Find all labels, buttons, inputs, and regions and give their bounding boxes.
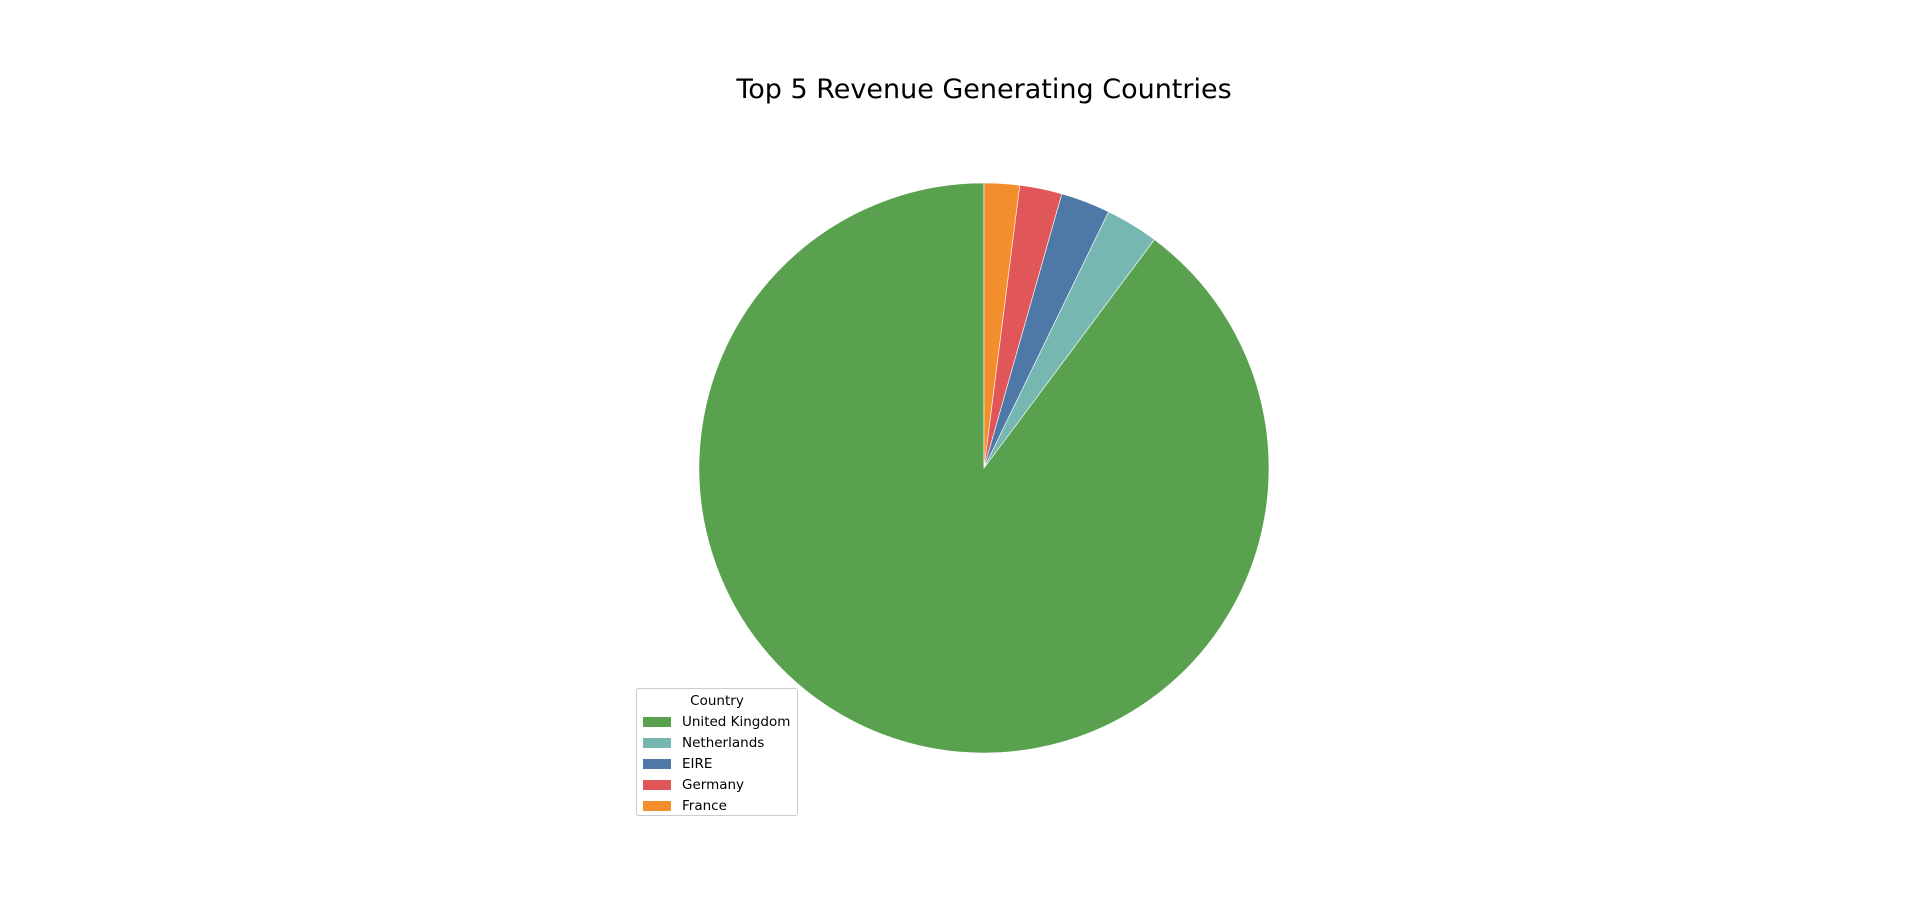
legend-swatch (643, 716, 671, 727)
legend-swatch (643, 758, 671, 769)
legend-label: EIRE (682, 755, 713, 772)
pie-slices (698, 182, 1270, 754)
legend-item: France (637, 795, 797, 816)
pie-slice-france (983, 182, 1021, 469)
chart-title: Top 5 Revenue Generating Countries (736, 74, 1232, 105)
legend-label: Netherlands (682, 734, 765, 751)
legend-label: United Kingdom (682, 713, 791, 730)
legend-swatch (643, 737, 671, 748)
legend-item: Netherlands (637, 732, 797, 753)
legend-label: Germany (682, 776, 745, 793)
legend-title: Country (690, 693, 744, 709)
legend-item: United Kingdom (637, 711, 797, 732)
legend-label: France (682, 797, 727, 814)
legend-item: EIRE (637, 753, 797, 774)
chart-legend: Country United Kingdom Netherlands EIRE Ger… (636, 688, 798, 816)
legend-item: Germany (637, 774, 797, 795)
legend-items: United Kingdom Netherlands EIRE Germany Fran… (637, 711, 797, 816)
legend-swatch (643, 779, 671, 790)
legend-swatch (643, 800, 671, 811)
